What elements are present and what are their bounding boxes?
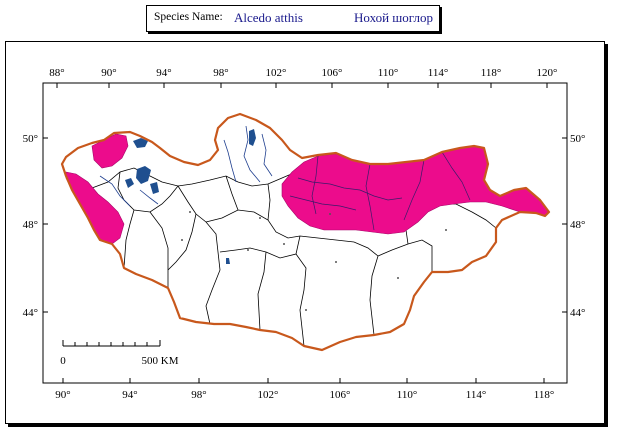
bottom-lon-label: 102°	[258, 389, 279, 401]
lake-shape	[125, 178, 134, 188]
range-area-north	[281, 145, 550, 235]
settlement-dot	[445, 229, 447, 231]
lake-shape	[249, 129, 256, 146]
species-name-label: Species Name:	[154, 11, 223, 23]
lake-shape	[150, 182, 159, 194]
national-border	[60, 112, 551, 352]
left-latitude-labels: 50° 48° 44°	[23, 133, 38, 319]
left-lat-label: 48°	[23, 219, 38, 231]
admin-line	[177, 185, 221, 325]
admin-line	[311, 155, 319, 215]
settlement-dot	[283, 243, 285, 245]
map-frame	[42, 82, 568, 384]
river-line	[261, 133, 273, 177]
top-ticks	[56, 83, 548, 88]
right-lat-label: 50°	[570, 133, 585, 145]
top-lon-label: 98°	[213, 67, 228, 79]
species-range	[65, 133, 550, 245]
species-local-name: Нохой шоглор	[354, 10, 433, 25]
lake-shape	[226, 258, 230, 264]
settlement-dot	[329, 213, 331, 215]
settlement-dot	[335, 261, 337, 263]
species-latin-name: Alcedo atthis	[234, 10, 303, 25]
top-lon-label: 118°	[481, 67, 502, 79]
admin-line	[299, 235, 379, 336]
right-lat-label: 48°	[570, 219, 585, 231]
bottom-lon-label: 90°	[55, 389, 70, 401]
scale-bar	[62, 340, 161, 347]
bottom-lon-label: 98°	[191, 389, 206, 401]
bottom-lon-label: 110°	[397, 389, 418, 401]
bottom-lon-label: 94°	[122, 389, 137, 401]
top-lon-label: 88°	[49, 67, 64, 79]
admin-line	[267, 183, 271, 221]
admin-line	[167, 213, 197, 271]
lake-shape	[133, 138, 148, 148]
admin-line	[289, 195, 357, 211]
river-line	[243, 125, 261, 183]
bottom-longitude-labels: 90° 94° 98° 102° 106° 110° 114° 118°	[55, 389, 554, 401]
top-longitude-labels: 88° 90° 94° 98° 102° 106° 110° 114° 118°…	[49, 67, 557, 79]
scale-end-label: 500 KM	[142, 355, 179, 367]
river-line	[223, 139, 237, 183]
admin-line	[441, 151, 471, 201]
rivers	[99, 125, 273, 207]
river-line	[99, 175, 131, 207]
admin-line	[365, 163, 375, 231]
settlement-dot	[305, 309, 307, 311]
settlement-dot	[181, 239, 183, 241]
right-latitude-labels: 50° 48° 44°	[570, 133, 585, 319]
settlement-dots	[181, 211, 447, 311]
side-ticks	[43, 137, 567, 313]
range-overlay-lines	[289, 151, 471, 231]
settlement-dot	[189, 211, 191, 213]
species-title-box: Species Name: Alcedo atthis Нохой шоглор	[146, 5, 440, 32]
scale-start-label: 0	[60, 355, 66, 367]
admin-line	[377, 239, 433, 272]
left-lat-label: 50°	[23, 133, 38, 145]
admin-line	[149, 211, 169, 288]
top-lon-label: 106°	[322, 67, 343, 79]
top-lon-label: 114°	[428, 67, 449, 79]
settlement-dot	[259, 217, 261, 219]
admin-line	[205, 209, 301, 239]
admin-line	[117, 171, 179, 213]
admin-line	[295, 253, 307, 347]
admin-line	[91, 167, 311, 189]
settlement-dot	[397, 277, 399, 279]
top-lon-label: 102°	[266, 67, 287, 79]
right-lat-label: 44°	[570, 307, 585, 319]
lakes	[125, 129, 256, 264]
top-lon-label: 110°	[378, 67, 399, 79]
bottom-lon-label: 118°	[534, 389, 555, 401]
top-lon-label: 120°	[537, 67, 558, 79]
admin-line	[403, 159, 425, 221]
admin-line	[123, 209, 135, 269]
top-lon-label: 90°	[101, 67, 116, 79]
bottom-ticks	[62, 378, 545, 383]
top-lon-label: 94°	[156, 67, 171, 79]
river-line	[139, 189, 159, 205]
lake-shape	[136, 166, 151, 184]
admin-line	[257, 251, 267, 331]
bottom-lon-label: 114°	[466, 389, 487, 401]
admin-line	[225, 175, 239, 211]
bottom-lon-label: 106°	[330, 389, 351, 401]
settlement-dot	[247, 249, 249, 251]
left-lat-label: 44°	[23, 307, 38, 319]
